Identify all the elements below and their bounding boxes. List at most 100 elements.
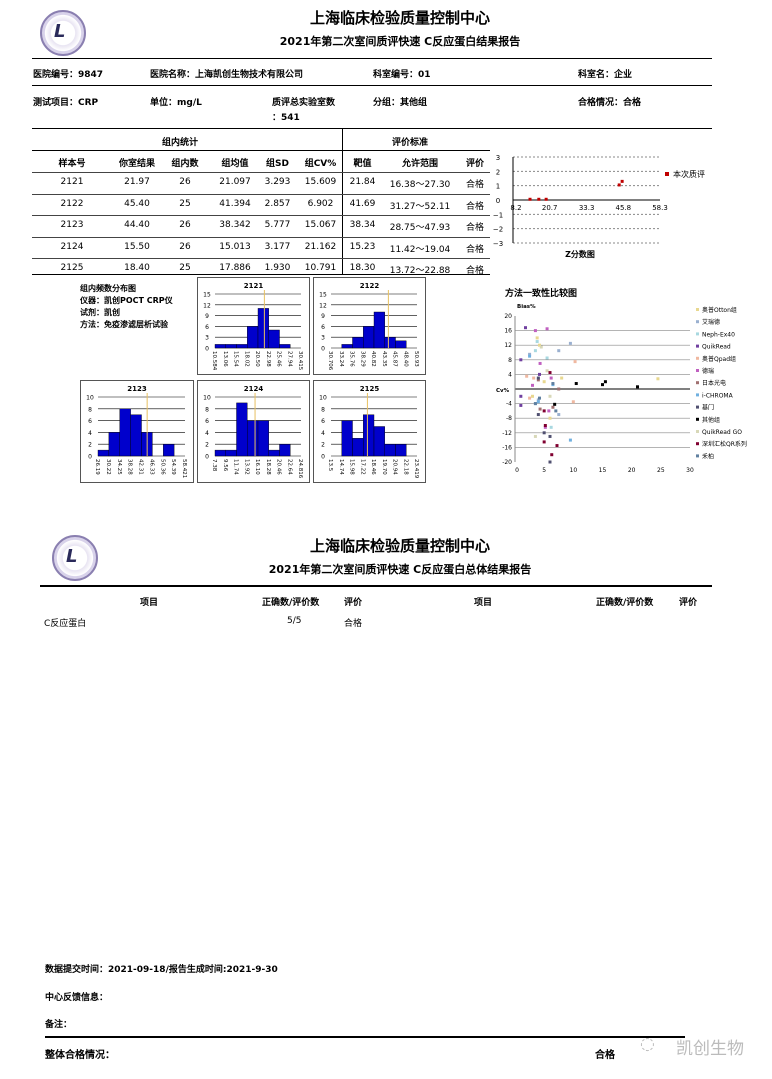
data-point — [545, 356, 549, 360]
legend-label: QuikRead GO — [702, 429, 742, 436]
summary-item: C反应蛋白 — [44, 619, 87, 629]
histogram-bar — [352, 337, 364, 349]
table-cell: 2122 — [60, 198, 84, 209]
data-point — [568, 341, 572, 345]
table-cell: 1.930 — [264, 263, 291, 273]
legend-swatch — [696, 320, 699, 324]
x-tick-label: 23.419 — [413, 459, 419, 479]
histogram-bar — [363, 326, 375, 349]
table-cell: 10.791 — [304, 263, 337, 273]
table-cell: 38.34 — [349, 220, 376, 230]
hospital-no: 医院编号：9847 — [33, 70, 104, 80]
legend-swatch — [696, 308, 699, 311]
table-cell: 21.97 — [124, 177, 150, 187]
legend-label: 本次质评 — [673, 169, 705, 179]
table-cell: 15.23 — [349, 241, 376, 252]
histogram-bar — [268, 449, 280, 457]
table-cell: 15.609 — [304, 177, 337, 187]
data-point — [532, 376, 536, 380]
table-cell: 2121 — [60, 177, 84, 187]
sccl-logo-2: L — [52, 535, 98, 581]
y-tick-label: 2 — [205, 442, 209, 449]
histogram-bar — [225, 449, 237, 457]
data-point — [538, 396, 541, 400]
column-header: 组CV% — [304, 159, 337, 169]
legend-label: Neph-Ex40 — [702, 331, 735, 338]
column-header: 允许范围 — [401, 159, 438, 169]
y-tick-label: -12 — [502, 430, 512, 437]
x-tick-label: 15.54 — [233, 351, 239, 367]
y-tick-label: 4 — [321, 430, 325, 437]
y-tick-label: -4 — [506, 401, 512, 408]
table-cell: 18.40 — [124, 263, 150, 273]
y-tick-label: −1 — [493, 211, 503, 219]
legend-swatch — [665, 172, 669, 176]
table-cell: 2123 — [60, 220, 84, 230]
histogram-bar — [279, 444, 291, 457]
data-point — [542, 409, 546, 413]
x-tick-label: 35.76 — [349, 351, 355, 367]
data-point — [548, 434, 552, 438]
y-tick-label: 6 — [205, 418, 209, 425]
y-tick-label: 0 — [321, 346, 325, 353]
data-point — [533, 349, 537, 353]
y-tick-label: 8 — [88, 406, 92, 413]
histogram-title: 2125 — [360, 385, 380, 393]
data-point — [539, 345, 543, 349]
watermark-text: 凯创生物 — [676, 1039, 744, 1059]
table-cell: 15.50 — [124, 241, 150, 252]
dept-name: 科室名：企业 — [578, 70, 633, 80]
hist-reagent: 试剂：凯创 — [80, 308, 120, 317]
histogram-bar — [395, 340, 407, 349]
x-tick-label: 38.28 — [127, 459, 133, 475]
column-header: 靶值 — [353, 159, 372, 169]
data-point — [542, 440, 546, 444]
method-comparison-chart: 方法一致性比较图 Bias% Cv% 20 16 12 8 4 -4 -8 -12 -16 -200 5 1… — [496, 287, 747, 474]
y-tick-label: 10 — [86, 395, 94, 402]
x-tick-label: 22.18 — [402, 459, 408, 475]
center-feedback: 中心反馈信息： — [45, 993, 109, 1003]
data-point — [536, 376, 540, 380]
data-point — [554, 409, 558, 413]
histogram-bar — [395, 444, 407, 457]
x-tick-label: 54.39 — [170, 459, 176, 475]
x-tick-label: 10 — [570, 467, 578, 474]
table-cell: 3.293 — [264, 177, 291, 187]
x-tick-label: 58.421 — [181, 459, 187, 478]
histogram-bar — [163, 444, 175, 457]
table-cell: 15.013 — [219, 241, 251, 252]
eval-standard-header: 评价标准 — [391, 138, 428, 148]
legend-label: 深圳汇松QR系列 — [702, 440, 747, 448]
summary-eval: 合格 — [344, 619, 363, 629]
data-point — [549, 425, 553, 429]
legend-label: 奥普Qpad组 — [702, 355, 736, 363]
data-point — [656, 377, 660, 381]
x-tick-label: 20.46 — [276, 459, 282, 475]
y-tick-label: 6 — [205, 324, 209, 331]
data-point — [528, 197, 532, 201]
data-point — [536, 413, 540, 417]
y-tick-label: 10 — [319, 395, 327, 402]
x-tick-label: 18.46 — [370, 459, 376, 475]
column-header: 组均值 — [221, 159, 249, 169]
x-tick-label: 45.87 — [392, 351, 398, 367]
data-point — [519, 358, 523, 362]
data-point — [538, 407, 542, 411]
table-cell: 5.777 — [264, 220, 291, 230]
histogram-bar — [225, 344, 237, 349]
table-cell: 6.902 — [307, 198, 334, 209]
x-tick-label: 5 — [542, 467, 546, 474]
table-cell: 合格 — [465, 223, 484, 233]
histogram-bar — [130, 414, 142, 457]
y-tick-label: 1 — [496, 183, 500, 191]
data-point — [542, 380, 546, 384]
y-tick-label: 10 — [203, 395, 211, 402]
x-tick-label: 7.38 — [211, 459, 217, 472]
y-tick-label: 4 — [88, 430, 92, 437]
data-point — [543, 425, 547, 429]
test-item: 测试项目：CRP — [33, 98, 99, 108]
x-tick-label: 18.02 — [243, 351, 249, 367]
pass-status: 合格情况：合格 — [578, 98, 642, 108]
data-point — [536, 378, 540, 382]
legend-swatch — [696, 381, 699, 385]
